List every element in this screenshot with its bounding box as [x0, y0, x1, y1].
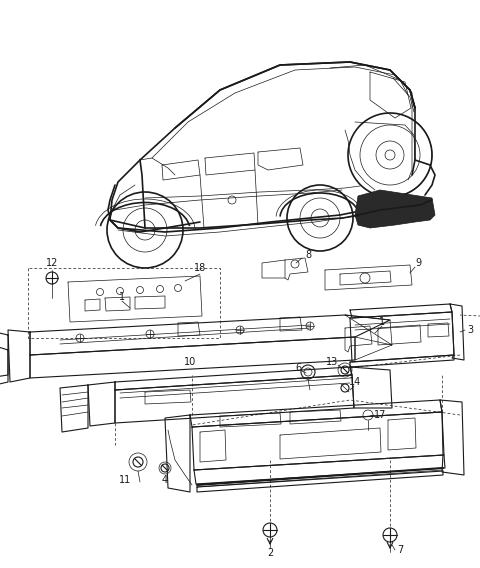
- Text: 10: 10: [184, 357, 196, 367]
- Text: 9: 9: [415, 258, 421, 268]
- Text: 12: 12: [46, 258, 58, 268]
- Text: 18: 18: [194, 263, 206, 273]
- Text: 3: 3: [467, 325, 473, 335]
- Text: 4: 4: [162, 475, 168, 485]
- Text: 11: 11: [119, 475, 131, 485]
- Text: 17: 17: [374, 410, 386, 420]
- Text: 1: 1: [379, 317, 385, 327]
- Text: 7: 7: [397, 545, 403, 555]
- Text: 6: 6: [295, 363, 301, 373]
- Polygon shape: [355, 190, 435, 228]
- Text: 2: 2: [267, 548, 273, 558]
- Text: 13: 13: [326, 357, 338, 367]
- Text: 1: 1: [119, 292, 125, 302]
- Text: 14: 14: [349, 377, 361, 387]
- Text: 8: 8: [305, 250, 311, 260]
